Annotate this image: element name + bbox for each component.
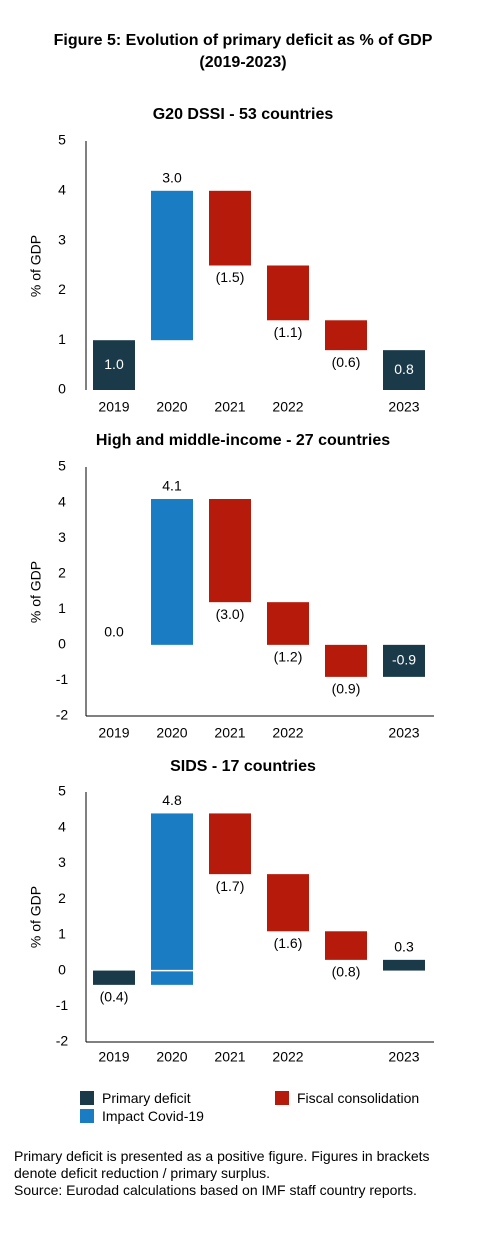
panel1-ytick-label: 3 [58,231,66,247]
panel3-ylabel: % of GDP [28,886,44,948]
panel1-ytick-label: 1 [58,331,66,347]
panel3-ytick-label: 2 [58,890,66,906]
panel2-bar-consolidation [267,602,309,645]
panel3-title: SIDS - 17 countries [170,758,316,775]
panel2-xtick-label: 2019 [98,725,129,741]
panel3-data-label: (1.6) [274,935,303,951]
panel2-ytick-label: 4 [58,493,66,509]
panel3-bar-consolidation [325,931,367,960]
legend-item-consolidation: Fiscal consolidation [275,1090,419,1106]
panel1-xtick-label: 2022 [272,399,303,415]
footnote-line2: Source: Eurodad calculations based on IM… [14,1182,417,1198]
figure-title-line2: (2019-2023) [199,54,287,71]
panel1-data-label: 0.8 [394,361,414,377]
panel3-data-label: (0.8) [332,964,361,980]
panel3-ytick-label: 5 [58,783,66,799]
panel2-data-label: (0.9) [332,681,361,697]
panel2-ytick-label: 3 [58,529,66,545]
panel1-bar-deficit [383,350,425,390]
panel1-data-label: 1.0 [104,356,124,372]
panel3-bar-covid [151,813,193,985]
panel1-title: G20 DSSI - 53 countries [153,106,334,123]
panel1-bar-consolidation [209,190,251,266]
panel2-data-label: 0.0 [104,624,124,640]
figure-title: Figure 5: Evolution of primary deficit a… [0,30,486,74]
panel1-ytick-label: 4 [58,182,66,198]
panel2-bar-deficit [383,644,425,677]
panel3-ytick-label: 0 [58,961,66,977]
panel3-xtick-label: 2019 [98,1049,129,1065]
panel1-data-label: 3.0 [162,170,182,186]
panel2-xtick-label: 2022 [272,725,303,741]
panel2-data-label: -0.9 [392,652,416,668]
legend-item-deficit: Primary deficit [80,1090,191,1106]
panel2-bar-consolidation [325,644,367,677]
panel1-bar-consolidation [325,320,367,351]
legend-label-deficit: Primary deficit [102,1090,191,1106]
legend-item-covid: Impact Covid-19 [80,1108,204,1124]
panel1-xtick-label: 2021 [214,399,245,415]
panel2-ytick-label: 2 [58,564,66,580]
legend-swatch-covid [80,1109,94,1123]
panel3-data-label: 0.3 [394,939,414,955]
panel1-ylabel: % of GDP [28,235,44,297]
legend-label-covid: Impact Covid-19 [102,1108,204,1124]
panel2-data-label: 4.1 [162,478,182,494]
panel3-xtick-label: 2023 [388,1049,419,1065]
legend-label-consolidation: Fiscal consolidation [297,1090,420,1106]
panel2-data-label: (1.2) [274,649,303,665]
legend-swatch-consolidation [275,1091,289,1105]
panel2-xtick-label: 2020 [156,725,187,741]
panel2-ylabel: % of GDP [28,561,44,623]
panel3-data-label: 4.8 [162,792,182,808]
panel2-ytick-label: -2 [56,707,69,723]
panel2-ytick-label: 1 [58,600,66,616]
panel1-xtick-label: 2019 [98,399,129,415]
panel3-ytick-label: 3 [58,854,66,870]
panel1-bar-covid [151,190,193,341]
panel1-ytick-label: 2 [58,281,66,297]
panel2-ytick-label: 5 [58,458,66,474]
figure-title-line1: Figure 5: Evolution of primary deficit a… [53,32,433,49]
panel3-bar-deficit [383,959,425,971]
panel3-data-label: (1.7) [216,878,245,894]
panel1-data-label: (1.1) [274,324,303,340]
panel3-ytick-label: -1 [56,997,69,1013]
panel3-xtick-label: 2022 [272,1049,303,1065]
panel1-xtick-label: 2023 [388,399,419,415]
panel1-bar-consolidation [267,265,309,321]
panel3-xtick-label: 2020 [156,1049,187,1065]
panel3-xtick-label: 2021 [214,1049,245,1065]
footnote: Primary deficit is presented as a positi… [14,1148,454,1199]
panel2-ytick-label: 0 [58,636,66,652]
panel2-ytick-label: -1 [56,671,69,687]
panel2-xtick-label: 2021 [214,725,245,741]
panel2-data-label: (3.0) [216,606,245,622]
legend: Primary deficit Impact Covid-19 Fiscal c… [80,1090,460,1130]
footnote-line1: Primary deficit is presented as a positi… [14,1148,430,1181]
panel3-ytick-label: 1 [58,926,66,942]
panel1-data-label: (1.5) [216,269,245,285]
panel3-bar-deficit [93,970,135,985]
legend-swatch-deficit [80,1091,94,1105]
panel3-data-label: (0.4) [100,989,129,1005]
panel3-ytick-label: -2 [56,1033,69,1049]
panel1-xtick-label: 2020 [156,399,187,415]
panel3-ytick-label: 4 [58,818,66,834]
panel2-bar-covid [151,499,193,645]
panel1-bar-deficit [93,340,135,390]
panel2-xtick-label: 2023 [388,725,419,741]
panel3-bar-consolidation [267,874,309,932]
panel2-title: High and middle-income - 27 countries [96,432,390,449]
panel1-ytick-label: 0 [58,381,66,397]
panel1-data-label: (0.6) [332,354,361,370]
panel3-bar-consolidation [209,813,251,875]
panel2-bar-consolidation [209,499,251,603]
panel1-ytick-label: 5 [58,132,66,148]
